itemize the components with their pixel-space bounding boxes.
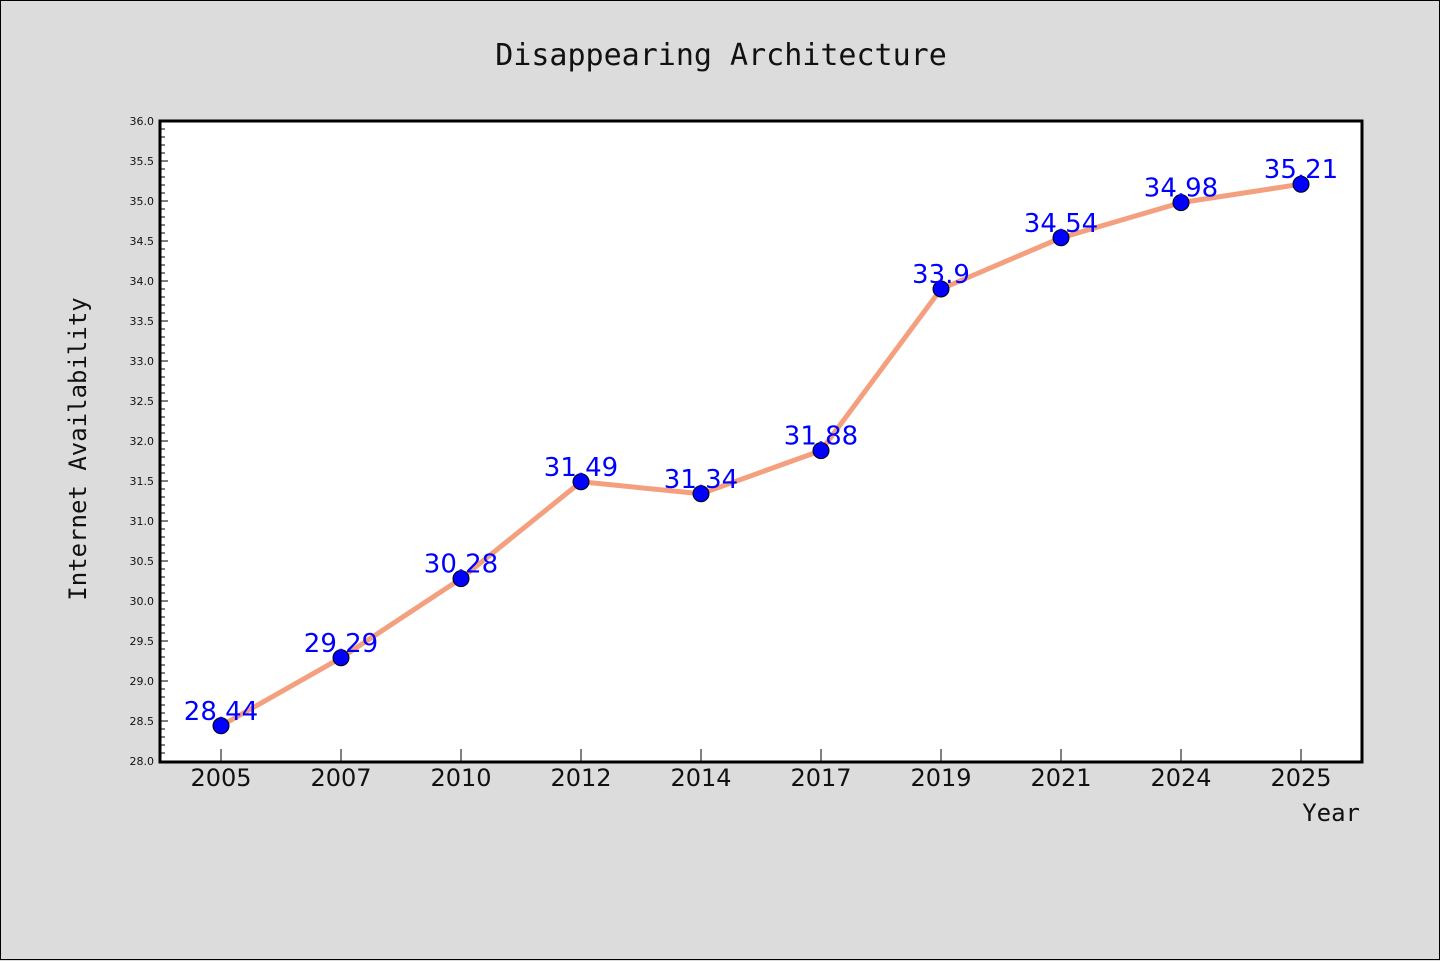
- y-tick-label: 36.0: [130, 115, 155, 128]
- y-tick-label: 34.5: [130, 235, 155, 248]
- data-point: [812, 442, 830, 460]
- y-tick-label: 33.5: [130, 315, 155, 328]
- plot-area: [158, 119, 1364, 764]
- data-point: [932, 280, 950, 298]
- data-point: [572, 473, 590, 491]
- y-tick-label: 28.0: [130, 755, 155, 768]
- x-tick-label: 2017: [790, 764, 851, 792]
- data-label: 34.98: [1144, 174, 1218, 204]
- y-tick-label: 29.0: [130, 675, 155, 688]
- x-tick-label: 2005: [190, 764, 251, 792]
- data-label: 31.49: [544, 453, 618, 483]
- x-tick-label: 2012: [550, 764, 611, 792]
- x-tick-label: 2021: [1030, 764, 1091, 792]
- data-label: 28.44: [184, 697, 258, 727]
- data-point: [332, 649, 350, 667]
- data-label: 31.34: [664, 465, 738, 495]
- y-tick-label: 29.5: [130, 635, 155, 648]
- y-tick-label: 30.0: [130, 595, 155, 608]
- y-tick-label: 33.0: [130, 355, 155, 368]
- y-tick-label: 32.0: [130, 435, 155, 448]
- x-tick-label: 2010: [430, 764, 491, 792]
- data-label: 33.9: [912, 260, 970, 290]
- x-tick-label: 2007: [310, 764, 371, 792]
- y-tick-label: 30.5: [130, 555, 155, 568]
- data-label: 35.21: [1264, 155, 1338, 185]
- y-tick-label: 31.5: [130, 475, 155, 488]
- y-tick-label: 35.0: [130, 195, 155, 208]
- y-tick-label: 32.5: [130, 395, 155, 408]
- chart-title: Disappearing Architecture: [495, 38, 947, 73]
- data-label: 31.88: [784, 422, 858, 452]
- y-tick-label: 34.0: [130, 275, 155, 288]
- data-point: [1052, 229, 1070, 247]
- data-point: [212, 717, 230, 735]
- data-point: [1172, 194, 1190, 212]
- data-point: [692, 485, 710, 503]
- data-point: [452, 570, 470, 588]
- x-axis-title: Year: [1302, 799, 1360, 827]
- x-tick-label: 2019: [910, 764, 971, 792]
- series-line: [218, 181, 1304, 729]
- x-tick-label: 2014: [670, 764, 731, 792]
- y-tick-label: 35.5: [130, 155, 155, 168]
- y-tick-label: 31.0: [130, 515, 155, 528]
- x-tick-label: 2025: [1270, 764, 1331, 792]
- x-tick-label: 2024: [1150, 764, 1211, 792]
- y-axis: 28.0 28.5 29.0 29.5 30.0 30.5 31.0 31.5 32.0 32.5…: [130, 115, 168, 768]
- data-label: 30.28: [424, 550, 498, 580]
- data-label: 29.29: [304, 629, 378, 659]
- data-label: 34.54: [1024, 209, 1098, 239]
- series-group: 28.44 29.29 30.28 31.49 31.34 31.88 33.9 34.54 3…: [184, 155, 1338, 735]
- x-axis: 2005 2007 2010 2012 2014 2017 2019 2021 2024 2025: [190, 749, 1332, 792]
- y-tick-label: 28.5: [130, 715, 155, 728]
- data-point: [1292, 175, 1310, 193]
- y-axis-title: Internet Availability: [64, 297, 92, 600]
